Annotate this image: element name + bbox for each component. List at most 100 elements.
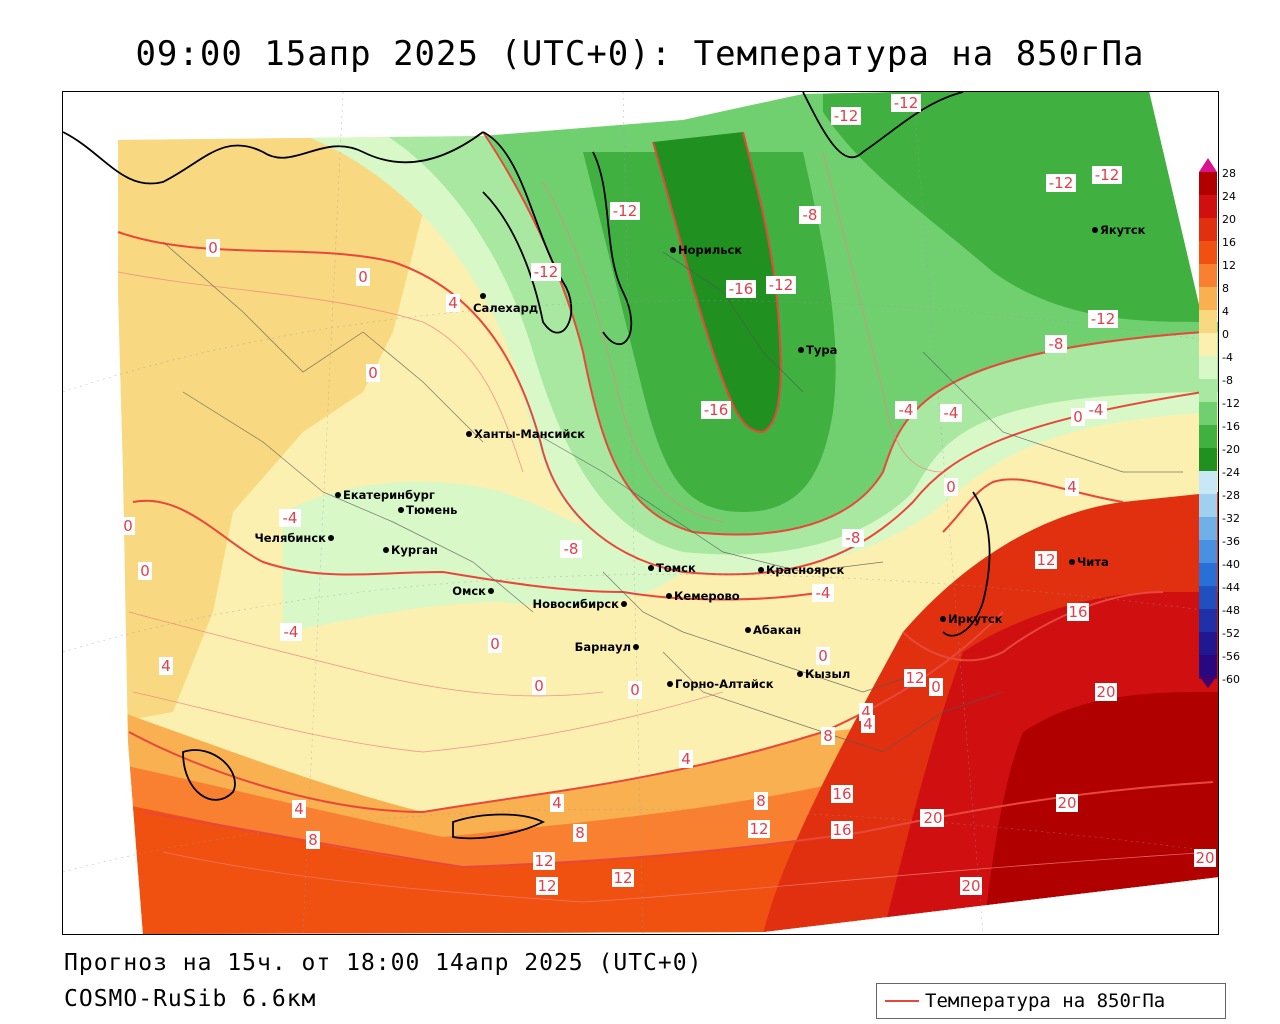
isotherm-label: 16 (831, 785, 853, 803)
svg-text:12: 12 (534, 852, 553, 870)
isotherm-label: -12 (610, 202, 640, 220)
svg-text:8: 8 (823, 727, 833, 745)
svg-text:-4: -4 (899, 401, 914, 419)
svg-text:-12: -12 (1049, 174, 1074, 192)
isotherm-label: -12 (531, 263, 561, 281)
city-label: Иркутск (948, 612, 1003, 626)
map-title: 09:00 15апр 2025 (UTC+0): Температура на… (135, 34, 1145, 74)
temperature-field (118, 92, 1218, 934)
city-dot (1092, 227, 1098, 233)
colorbar-top-arrow (1199, 158, 1217, 172)
svg-text:-4: -4 (284, 623, 299, 641)
city-dot (633, 644, 639, 650)
city-10: Томск (648, 561, 696, 575)
isotherm-label: 4 (550, 794, 564, 812)
city-5: Ханты-Мансийск (466, 427, 585, 441)
city-label: Красноярск (766, 563, 844, 577)
city-12: Омск (452, 584, 494, 598)
colorbar-swatch (1199, 632, 1217, 656)
city-dot (798, 347, 804, 353)
svg-text:-16: -16 (704, 401, 729, 419)
svg-text:20: 20 (1057, 794, 1076, 812)
colorbar (1199, 158, 1217, 688)
svg-text:-12: -12 (1091, 310, 1116, 328)
svg-text:-12: -12 (769, 276, 794, 294)
colorbar-swatch (1199, 609, 1217, 633)
svg-text:-4: -4 (283, 509, 298, 527)
colorbar-tick-label: -28 (1222, 489, 1240, 502)
city-label: Кызыл (805, 667, 850, 681)
isotherm-label: -8 (842, 529, 864, 547)
city-label: Салехард (473, 301, 538, 315)
isotherm-label: -8 (560, 540, 582, 558)
svg-text:-8: -8 (803, 206, 818, 224)
colorbar-tick-label: -52 (1222, 627, 1240, 640)
colorbar-swatch (1199, 471, 1217, 495)
city-label: Екатеринбург (343, 488, 435, 502)
legend-line-swatch (885, 1000, 919, 1002)
svg-text:0: 0 (630, 681, 640, 699)
city-6: Екатеринбург (335, 488, 435, 502)
city-dot (398, 507, 404, 513)
isotherm-label: 20 (1095, 683, 1117, 701)
isotherm-label: 0 (138, 562, 152, 580)
svg-text:0: 0 (368, 364, 378, 382)
isotherm-label: 12 (904, 669, 926, 687)
isotherm-label: 0 (628, 681, 642, 699)
city-dot (621, 601, 627, 607)
colorbar-tick-label: -56 (1222, 650, 1240, 663)
isotherm-label: 0 (121, 517, 135, 535)
city-dot (480, 293, 486, 299)
isotherm-label: 8 (306, 831, 320, 849)
svg-text:-16: -16 (729, 280, 754, 298)
colorbar-tick-label: 8 (1222, 282, 1229, 295)
city-label: Курган (391, 543, 438, 557)
svg-text:20: 20 (923, 809, 942, 827)
colorbar-swatch (1199, 241, 1217, 265)
city-dot (667, 681, 673, 687)
svg-text:16: 16 (1068, 603, 1087, 621)
svg-text:8: 8 (575, 824, 585, 842)
svg-text:0: 0 (818, 647, 828, 665)
city-17: Иркутск (940, 612, 1003, 626)
city-2: Салехард (473, 293, 538, 315)
svg-text:-4: -4 (816, 584, 831, 602)
colorbar-tick-label: -24 (1222, 466, 1240, 479)
svg-text:0: 0 (931, 678, 941, 696)
city-16: Барнаул (575, 640, 639, 654)
colorbar-swatch (1199, 540, 1217, 564)
colorbar-tick-label: -60 (1222, 673, 1240, 686)
svg-text:12: 12 (749, 820, 768, 838)
isotherm-labels: -12 -12 -12 -12 -12 -8 -16 -12 -12 -16 -8 -4 -4 -12 -8… (121, 94, 1216, 895)
isotherm-label: 8 (754, 792, 768, 810)
colorbar-swatch (1199, 425, 1217, 449)
svg-text:4: 4 (861, 703, 871, 721)
colorbar-tick-label: 12 (1222, 259, 1236, 272)
city-20: Кызыл (797, 667, 850, 681)
isotherm-label: 0 (206, 239, 220, 257)
colorbar-tick-label: -44 (1222, 581, 1240, 594)
city-9: Курган (383, 543, 438, 557)
svg-text:-12: -12 (613, 202, 638, 220)
colorbar-swatch (1199, 195, 1217, 219)
colorbar-tick-label: 16 (1222, 236, 1236, 249)
forecast-info: Прогноз на 15ч. от 18:00 14апр 2025 (UTC… (64, 950, 703, 976)
isotherm-label: 0 (929, 678, 943, 696)
city-3: Тура (798, 343, 837, 357)
isotherm-label: 0 (356, 268, 370, 286)
svg-text:-12: -12 (534, 263, 559, 281)
svg-text:4: 4 (681, 750, 691, 768)
isotherm-label: 4 (1065, 478, 1079, 496)
isotherm-label: 0 (1071, 408, 1085, 426)
isotherm-label: 0 (366, 364, 380, 382)
isotherm-label: 0 (944, 478, 958, 496)
isotherm-label: 8 (573, 824, 587, 842)
city-dot (670, 247, 676, 253)
isotherm-label: 20 (1194, 849, 1216, 867)
colorbar-tick-label: 0 (1222, 328, 1229, 341)
city-dot (488, 588, 494, 594)
isotherm-label: -4 (280, 623, 302, 641)
isotherm-label: 4 (446, 294, 460, 312)
svg-text:12: 12 (537, 877, 556, 895)
isotherm-label: 20 (922, 809, 944, 827)
